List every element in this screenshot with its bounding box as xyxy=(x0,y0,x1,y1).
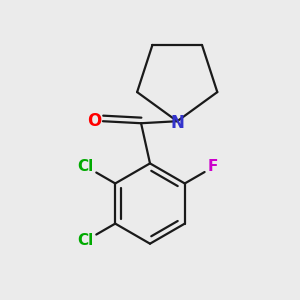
Text: N: N xyxy=(170,115,184,133)
Text: F: F xyxy=(208,160,218,175)
Text: Cl: Cl xyxy=(77,233,94,248)
Text: Cl: Cl xyxy=(77,159,94,174)
Text: O: O xyxy=(87,112,102,130)
